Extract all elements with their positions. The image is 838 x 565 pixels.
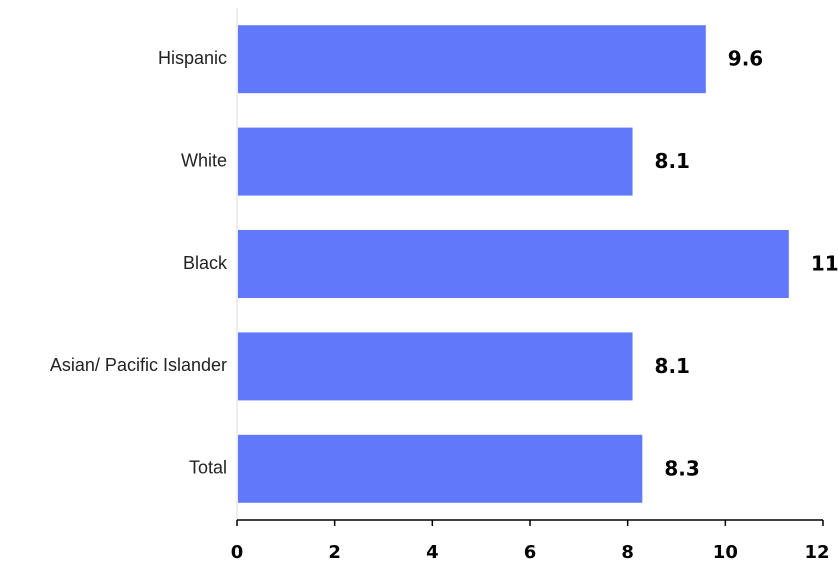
x-tick-label-12: 12 [804, 542, 829, 563]
value-label-total: 8.3 [664, 456, 699, 480]
value-label-black: 11.3 [811, 252, 838, 276]
category-label-hispanic: Hispanic [158, 48, 227, 68]
category-label-asian-pacific-islander: Asian/ Pacific Islander [50, 355, 227, 375]
category-label-white: White [181, 150, 227, 170]
category-label-total: Total [189, 458, 227, 478]
bar-hispanic [238, 25, 706, 94]
bar-total [238, 434, 643, 503]
x-tick-label-0: 0 [231, 542, 244, 563]
x-tick-label-4: 4 [426, 542, 439, 563]
bars-group [238, 25, 789, 503]
category-label-black: Black [183, 253, 228, 273]
bar-white [238, 127, 633, 196]
x-tick-label-6: 6 [524, 542, 537, 563]
value-label-white: 8.1 [655, 149, 690, 173]
x-tick-label-10: 10 [713, 542, 738, 563]
value-label-asian-pacific-islander: 8.1 [655, 354, 690, 378]
value-label-hispanic: 9.6 [728, 47, 763, 71]
bar-black [238, 230, 789, 298]
bar-asian-pacific-islander [238, 332, 633, 401]
x-ticks-group: 0 2 4 6 8 10 12 [231, 520, 830, 563]
x-tick-label-2: 2 [328, 542, 341, 563]
x-tick-label-8: 8 [621, 542, 634, 563]
category-labels-group: Hispanic White Black Asian/ Pacific Islande… [50, 48, 228, 478]
value-labels-group: 9.6 8.1 11.3 8.1 8.3 [655, 47, 838, 481]
